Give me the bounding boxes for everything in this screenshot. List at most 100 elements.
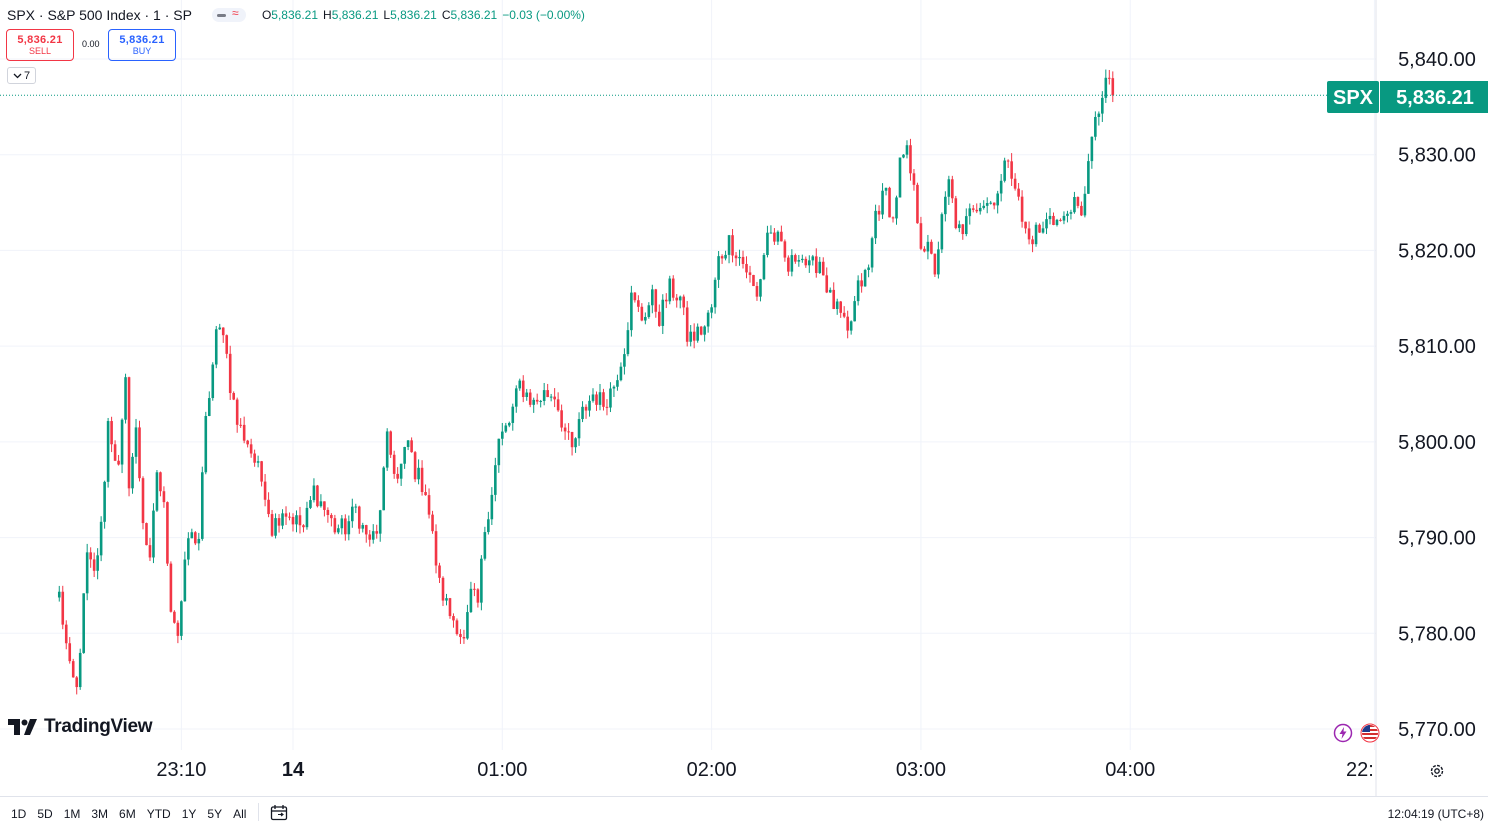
- range-tab-1y[interactable]: 1Y: [181, 807, 197, 821]
- candle: [1024, 221, 1027, 234]
- range-tab-5d[interactable]: 5D: [37, 807, 53, 821]
- high-value: 5,836.21: [331, 8, 379, 22]
- range-tab-3m[interactable]: 3M: [91, 807, 109, 821]
- candle: [389, 430, 392, 458]
- candle-body: [863, 269, 867, 287]
- candle: [357, 505, 361, 534]
- candle-body: [455, 620, 459, 635]
- candle-body: [738, 256, 741, 259]
- candle-body: [316, 485, 319, 507]
- market-status-icon[interactable]: ≈: [211, 6, 246, 22]
- candle: [473, 583, 476, 597]
- candle: [382, 466, 386, 511]
- candle-body: [654, 289, 658, 312]
- candle: [64, 620, 68, 650]
- sell-button[interactable]: 5,836.21 SELL: [6, 29, 74, 61]
- lightning-event-icon[interactable]: [1333, 723, 1353, 743]
- candle-body: [570, 431, 574, 448]
- candle-body: [392, 454, 396, 474]
- candle-body: [926, 241, 930, 252]
- settings-icon[interactable]: [1429, 763, 1445, 779]
- candle-body: [448, 598, 452, 617]
- candle-body: [155, 472, 159, 511]
- range-tab-ytd[interactable]: YTD: [146, 807, 171, 821]
- calendar-icon[interactable]: [270, 804, 288, 821]
- candle: [902, 154, 905, 159]
- candle-body: [1076, 197, 1080, 206]
- candle: [978, 202, 982, 215]
- range-tab-1m[interactable]: 1M: [63, 807, 81, 821]
- candle: [971, 204, 975, 213]
- candle-body: [445, 598, 448, 601]
- utc-clock[interactable]: 12:04:19 (UTC+8): [1387, 807, 1484, 821]
- candle: [964, 208, 968, 237]
- candle: [1048, 208, 1052, 225]
- candle-body: [930, 241, 933, 254]
- candle-body: [103, 481, 106, 522]
- candle-body: [657, 311, 661, 326]
- candle-body: [971, 208, 975, 210]
- candle: [933, 253, 937, 277]
- candle-body: [944, 196, 947, 215]
- candle: [228, 345, 232, 400]
- buy-button[interactable]: 5,836.21 BUY: [108, 29, 176, 61]
- candle: [752, 274, 755, 287]
- candle: [476, 588, 480, 608]
- candle: [1090, 136, 1094, 169]
- candle-body: [99, 521, 103, 556]
- tradingview-logo[interactable]: TradingView: [8, 716, 153, 738]
- candle: [759, 278, 762, 302]
- price-axis[interactable]: 5,840.00 5,830.00 5,820.00 5,810.00 5,800.00…: [1398, 49, 1476, 741]
- candle-body: [106, 421, 110, 482]
- candle-body: [382, 467, 386, 511]
- candle: [727, 234, 731, 264]
- candle-body: [940, 214, 944, 250]
- candle: [1066, 210, 1069, 223]
- candle: [1020, 190, 1024, 228]
- candle-body: [211, 364, 215, 399]
- last-price-label: SPX 5,836.21: [1327, 81, 1488, 113]
- candle-body: [982, 205, 986, 208]
- candle: [148, 537, 152, 562]
- candle: [169, 561, 173, 613]
- candle: [647, 302, 651, 319]
- candle-body: [877, 210, 881, 215]
- candle-body: [291, 516, 295, 525]
- candle: [1083, 186, 1087, 218]
- symbol-title[interactable]: SPX · S&P 500 Index · 1 · SP: [7, 7, 192, 23]
- candle: [839, 300, 842, 318]
- candle-body: [1027, 228, 1031, 240]
- candle: [930, 239, 933, 255]
- candle: [204, 411, 208, 475]
- candle: [612, 385, 616, 397]
- candle-body: [113, 444, 117, 461]
- candle-body: [727, 235, 731, 255]
- candle-body: [256, 461, 260, 463]
- candle-body: [284, 513, 288, 517]
- y-tick-label: 5,840.00: [1398, 49, 1476, 71]
- candle: [176, 620, 180, 644]
- range-tab-all[interactable]: All: [233, 807, 247, 821]
- candle-body: [825, 275, 829, 293]
- candle: [863, 268, 867, 287]
- candle-body: [68, 643, 72, 662]
- range-tab-6m[interactable]: 6M: [119, 807, 136, 821]
- candle: [923, 246, 926, 253]
- y-tick-label: 5,810.00: [1398, 336, 1476, 358]
- range-tab-5y[interactable]: 5Y: [207, 807, 223, 821]
- price-chart[interactable]: 5,840.00 5,830.00 5,820.00 5,810.00 5,800.00…: [0, 0, 1488, 796]
- y-tick-label: 5,780.00: [1398, 623, 1476, 645]
- brand-name: TradingView: [44, 716, 153, 737]
- candle-body: [134, 427, 138, 457]
- time-axis[interactable]: 23:10 14 01:00 02:00 03:00 04:00 22:: [156, 759, 1373, 781]
- candle-body: [417, 467, 420, 480]
- candle-body: [675, 297, 679, 301]
- candle-body: [452, 616, 455, 621]
- candle-body: [82, 593, 85, 653]
- candle: [413, 450, 417, 483]
- chevron-down-icon: [13, 73, 22, 78]
- us-flag-icon[interactable]: [1360, 723, 1380, 743]
- range-tab-1d[interactable]: 1D: [11, 807, 27, 821]
- candle: [846, 310, 849, 339]
- indicators-toggle-button[interactable]: 7: [7, 67, 36, 84]
